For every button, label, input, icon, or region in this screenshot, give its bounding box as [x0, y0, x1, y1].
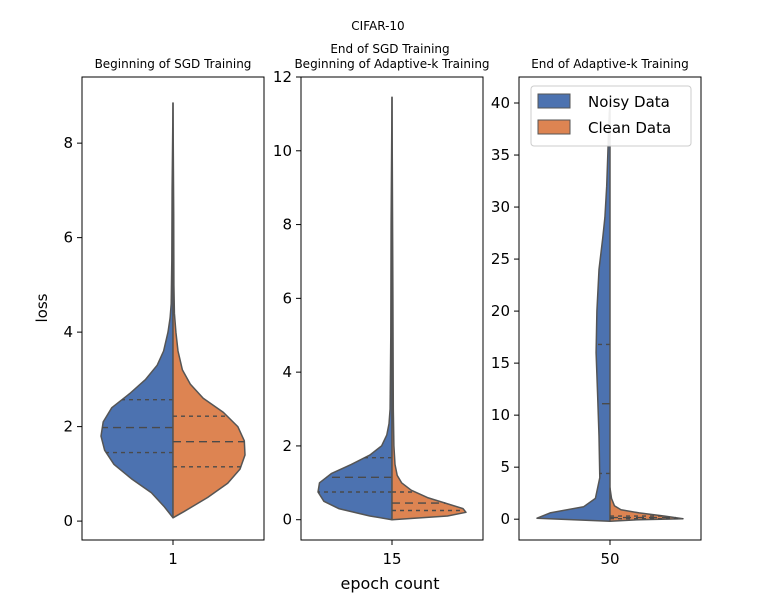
figure-suptitle: CIFAR-10 [351, 19, 404, 33]
panel-3-violin-clean [609, 487, 684, 523]
panel-3-y-tick-label: 5 [500, 458, 510, 476]
panel-3-y-tick-label: 30 [491, 198, 510, 216]
panel-1-x-tick-label: 1 [168, 550, 178, 568]
legend-clean-swatch [537, 119, 571, 135]
panel-3-frame [518, 76, 702, 541]
panel-2-y-tick-label: 12 [273, 68, 292, 86]
x-axis-label: epoch count [341, 574, 440, 593]
panel-2-x-tick-label: 15 [382, 550, 401, 568]
panel-1-y-tick-label: 4 [63, 323, 73, 341]
panel-2-frame [300, 76, 484, 541]
panel-1-y-tick-label: 0 [63, 512, 73, 530]
panel-3-violins [536, 102, 684, 523]
legend-noisy-swatch [537, 93, 571, 109]
panel-2-violins [317, 96, 467, 521]
panel-3-y-tick-label: 0 [500, 510, 510, 528]
panel-1-violins [100, 102, 246, 519]
panel-3-y-tick-label: 20 [491, 302, 510, 320]
panel-2: End of SGD Training Beginning of Adaptiv… [273, 42, 490, 568]
panel-3-y-tick-label: 35 [491, 146, 510, 164]
panel-2-y-ticks: 0 2 4 6 8 10 12 [273, 68, 301, 529]
legend-frame [530, 85, 692, 147]
panel-3-y-ticks: 0 5 10 15 20 25 30 35 40 [491, 94, 519, 528]
panel-1-violin-clean [172, 102, 246, 519]
panel-3-x-tick: 50 [600, 540, 620, 568]
panel-1-x-tick: 1 [168, 540, 178, 568]
panel-2-y-tick-label: 4 [282, 363, 292, 381]
panel-2-y-tick-label: 8 [282, 216, 292, 234]
panel-2-y-tick-label: 0 [282, 511, 292, 529]
panel-3: End of Adaptive-k Training 0 5 10 15 20 25 30 3… [491, 57, 702, 568]
panel-3-title: End of Adaptive-k Training [531, 57, 689, 71]
legend-noisy-label: Noisy Data [588, 93, 670, 111]
panel-3-y-tick-label: 40 [491, 94, 510, 112]
panel-2-violin-noisy [317, 96, 393, 521]
panel-2-title-line-1: End of SGD Training [330, 42, 449, 56]
panel-2-violin-clean [391, 96, 467, 521]
panel-3-y-tick-label: 10 [491, 406, 510, 424]
panel-1: Beginning of SGD Training 0 2 4 6 8 1 [63, 57, 265, 568]
panel-1-y-tick-label: 2 [63, 418, 73, 436]
panel-2-title-line-2: Beginning of Adaptive-k Training [294, 57, 489, 71]
panel-2-y-tick-label: 6 [282, 289, 292, 307]
panel-3-y-tick-label: 15 [491, 354, 510, 372]
panel-1-y-tick-label: 6 [63, 229, 73, 247]
panel-1-title: Beginning of SGD Training [95, 57, 252, 71]
panel-1-y-tick-label: 8 [63, 134, 73, 152]
panel-1-violin-noisy [100, 102, 174, 519]
panel-2-x-tick: 15 [382, 540, 402, 568]
panel-1-frame [81, 76, 265, 541]
legend: Noisy Data Clean Data [530, 85, 692, 147]
y-axis-label: loss [33, 293, 51, 322]
panel-3-violin-noisy [536, 102, 611, 523]
legend-clean-label: Clean Data [588, 119, 671, 137]
panel-3-x-tick-label: 50 [600, 550, 619, 568]
panel-1-y-ticks: 0 2 4 6 8 [63, 134, 82, 530]
panel-2-y-tick-label: 2 [282, 437, 292, 455]
panel-2-y-tick-label: 10 [273, 142, 292, 160]
panel-3-y-tick-label: 25 [491, 250, 510, 268]
